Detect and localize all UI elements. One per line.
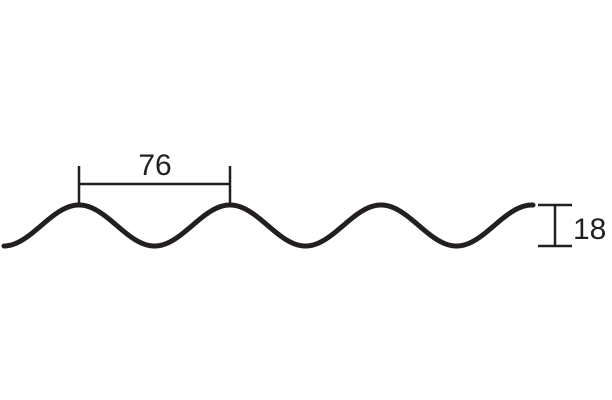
height-dimension-label: 18	[573, 213, 606, 246]
pitch-dimension	[77, 166, 232, 203]
pitch-dimension-label: 76	[138, 149, 171, 182]
corrugated-wave-profile	[1, 202, 536, 249]
height-dimension	[538, 203, 572, 248]
